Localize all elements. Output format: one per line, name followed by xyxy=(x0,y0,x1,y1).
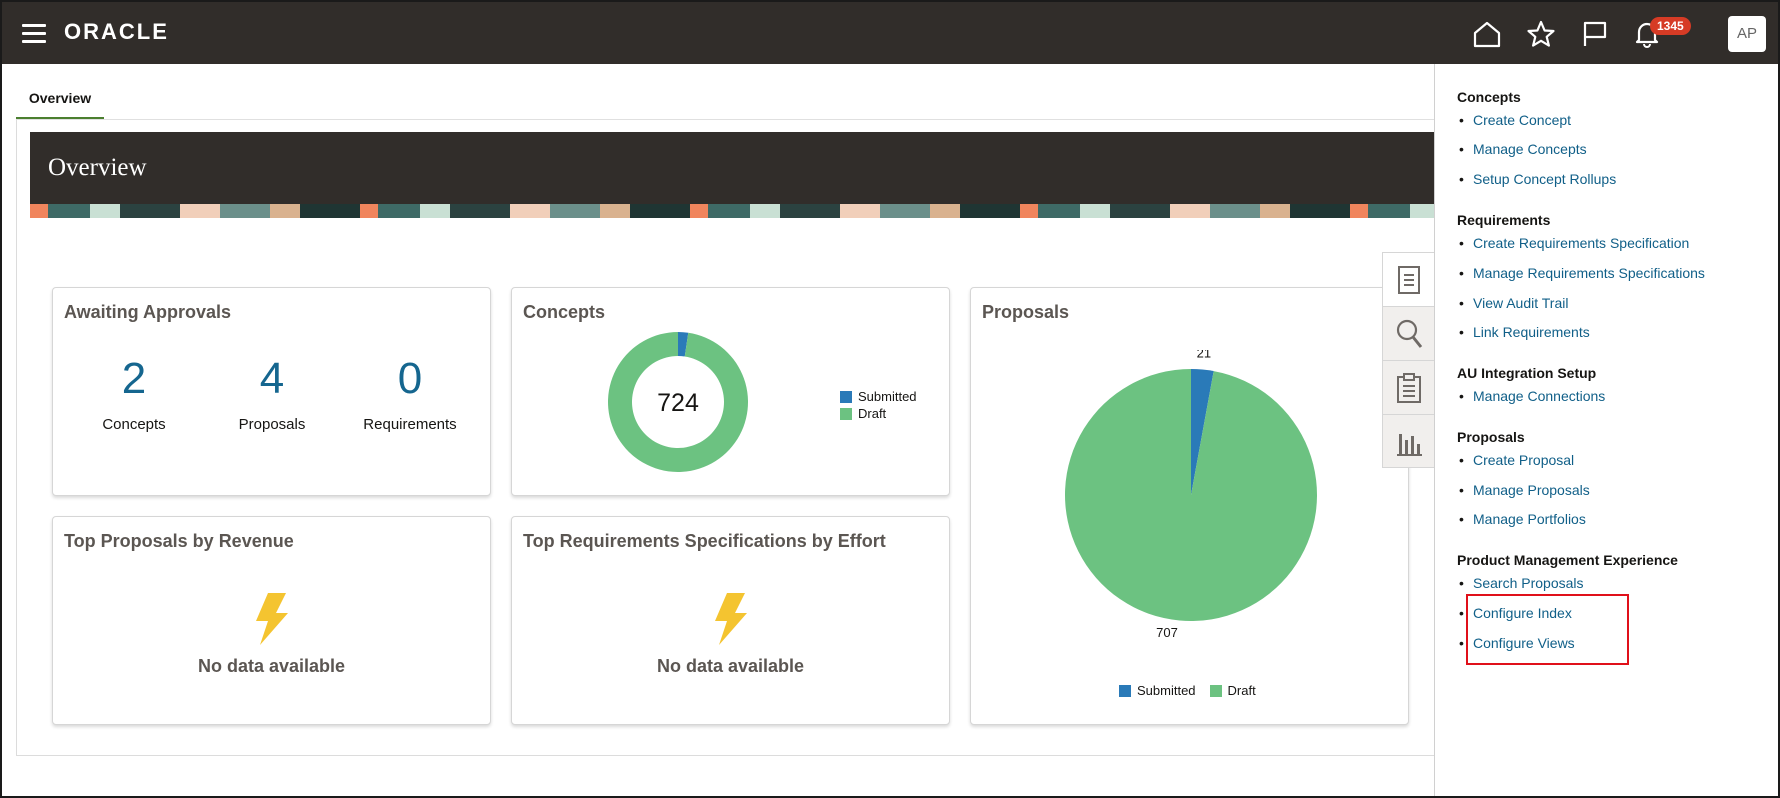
list-icon xyxy=(1398,265,1420,294)
proposals-legend: Submitted Draft xyxy=(1119,682,1256,699)
notification-badge: 1345 xyxy=(1650,17,1691,35)
pie-slice-draft[interactable] xyxy=(608,332,748,472)
metric-label: Concepts xyxy=(102,416,166,433)
legend-label: Submitted xyxy=(858,389,917,404)
overview-banner: Overview xyxy=(30,132,1434,218)
global-header: ORACLE 1345 AP xyxy=(2,2,1778,64)
task-group-product-management-experience: Product Management Experience xyxy=(1457,552,1678,568)
link-create-concept[interactable]: Create Concept xyxy=(1459,112,1571,128)
proposals-pie-chart[interactable]: 21 707 xyxy=(1041,350,1341,640)
link-create-proposal[interactable]: Create Proposal xyxy=(1459,452,1574,468)
tasks-tool[interactable] xyxy=(1383,253,1435,307)
legend-item-submitted: Submitted xyxy=(1119,682,1196,699)
card-title: Awaiting Approvals xyxy=(64,302,232,322)
donut-center-total: 724 xyxy=(657,389,699,417)
legend-swatch xyxy=(1119,684,1131,697)
legend-swatch xyxy=(840,407,852,420)
tasks-panel: Concepts Create Concept Manage Concepts … xyxy=(1434,64,1778,796)
analytics-tool[interactable] xyxy=(1383,415,1435,469)
link-setup-concept-rollups[interactable]: Setup Concept Rollups xyxy=(1459,171,1616,187)
metric-label: Proposals xyxy=(238,416,306,433)
tab-overview[interactable]: Overview xyxy=(16,82,104,120)
metric-value[interactable]: 2 xyxy=(121,354,147,403)
menu-icon[interactable] xyxy=(22,24,46,43)
pie-slice-draft[interactable] xyxy=(1065,369,1317,621)
metric-concepts[interactable]: 2 Concepts xyxy=(74,354,194,433)
concepts-card: Concepts 724 Submitted Draft xyxy=(511,287,950,496)
link-manage-portfolios[interactable]: Manage Portfolios xyxy=(1459,511,1586,527)
legend-swatch xyxy=(1209,684,1222,697)
task-group-requirements: Requirements xyxy=(1457,212,1551,228)
star-icon[interactable] xyxy=(1526,20,1556,48)
top-requirements-effort-card: Top Requirements Specifications by Effor… xyxy=(511,516,950,725)
flag-icon[interactable] xyxy=(1580,20,1610,48)
pie-data-label-draft: 707 xyxy=(1156,625,1178,640)
pie-data-label-submitted: 21 xyxy=(1197,350,1211,361)
legend-item-submitted: Submitted xyxy=(840,388,917,405)
metric-proposals[interactable]: 4 Proposals xyxy=(212,354,332,433)
clipboard-icon xyxy=(1397,372,1421,403)
legend-item-draft: Draft xyxy=(840,405,917,422)
metric-value[interactable]: 0 xyxy=(397,354,423,403)
no-data-text: No data available xyxy=(656,656,805,676)
metric-requirements[interactable]: 0 Requirements xyxy=(350,354,470,433)
home-icon[interactable] xyxy=(1472,20,1502,48)
no-data-message: No data available xyxy=(512,593,949,677)
link-manage-requirements-specifications[interactable]: Manage Requirements Specifications xyxy=(1459,265,1705,281)
lightning-icon xyxy=(714,593,747,645)
link-view-audit-trail[interactable]: View Audit Trail xyxy=(1459,295,1569,311)
link-link-requirements[interactable]: Link Requirements xyxy=(1459,324,1590,340)
card-title: Concepts xyxy=(523,302,606,322)
user-avatar[interactable]: AP xyxy=(1728,16,1766,52)
oracle-logo[interactable]: ORACLE xyxy=(64,19,169,44)
bar-chart-icon xyxy=(1397,434,1422,456)
task-group-proposals: Proposals xyxy=(1457,429,1525,445)
top-proposals-revenue-card: Top Proposals by Revenue No data availab… xyxy=(52,516,491,725)
no-data-text: No data available xyxy=(197,656,346,676)
link-manage-concepts[interactable]: Manage Concepts xyxy=(1459,141,1587,157)
lightning-icon xyxy=(255,593,288,645)
side-toolbar xyxy=(1382,252,1435,469)
legend-swatch xyxy=(840,390,852,403)
metric-value[interactable]: 4 xyxy=(259,354,285,403)
awaiting-approvals-card: Awaiting Approvals 2 Concepts 4 Proposal… xyxy=(52,287,491,496)
legend-item-draft: Draft xyxy=(1209,682,1256,699)
task-group-au-integration-setup: AU Integration Setup xyxy=(1457,365,1597,381)
card-title: Top Proposals by Revenue xyxy=(64,531,294,551)
link-configure-views[interactable]: Configure Views xyxy=(1459,635,1575,651)
clipboard-tool[interactable] xyxy=(1383,361,1435,415)
legend-label: Submitted xyxy=(1137,683,1196,698)
link-manage-connections[interactable]: Manage Connections xyxy=(1459,388,1605,404)
highlight-box xyxy=(1466,594,1629,665)
concepts-legend: Submitted Draft xyxy=(840,388,917,422)
link-create-requirements-specification[interactable]: Create Requirements Specification xyxy=(1459,235,1689,251)
link-manage-proposals[interactable]: Manage Proposals xyxy=(1459,482,1590,498)
proposals-card: Proposals 21 707 Submitted Draft xyxy=(970,287,1409,725)
pie-slice-submitted[interactable] xyxy=(678,332,689,357)
banner-title: Overview xyxy=(48,154,147,181)
pie-slice-submitted[interactable] xyxy=(1191,369,1214,495)
no-data-message: No data available xyxy=(53,593,490,677)
task-group-concepts: Concepts xyxy=(1457,89,1521,105)
content-panel xyxy=(16,120,1434,756)
search-tool[interactable] xyxy=(1383,307,1435,361)
concepts-donut-chart[interactable]: 724 xyxy=(608,332,748,472)
link-configure-index[interactable]: Configure Index xyxy=(1459,605,1572,621)
banner-decoration xyxy=(30,204,1434,218)
metric-label: Requirements xyxy=(363,416,457,433)
tab-divider xyxy=(16,119,1434,120)
card-title: Top Requirements Specifications by Effor… xyxy=(523,531,886,551)
search-icon xyxy=(1396,319,1423,348)
legend-label: Draft xyxy=(1227,683,1256,698)
legend-label: Draft xyxy=(858,406,887,421)
link-search-proposals[interactable]: Search Proposals xyxy=(1459,575,1583,591)
card-title: Proposals xyxy=(982,302,1070,322)
